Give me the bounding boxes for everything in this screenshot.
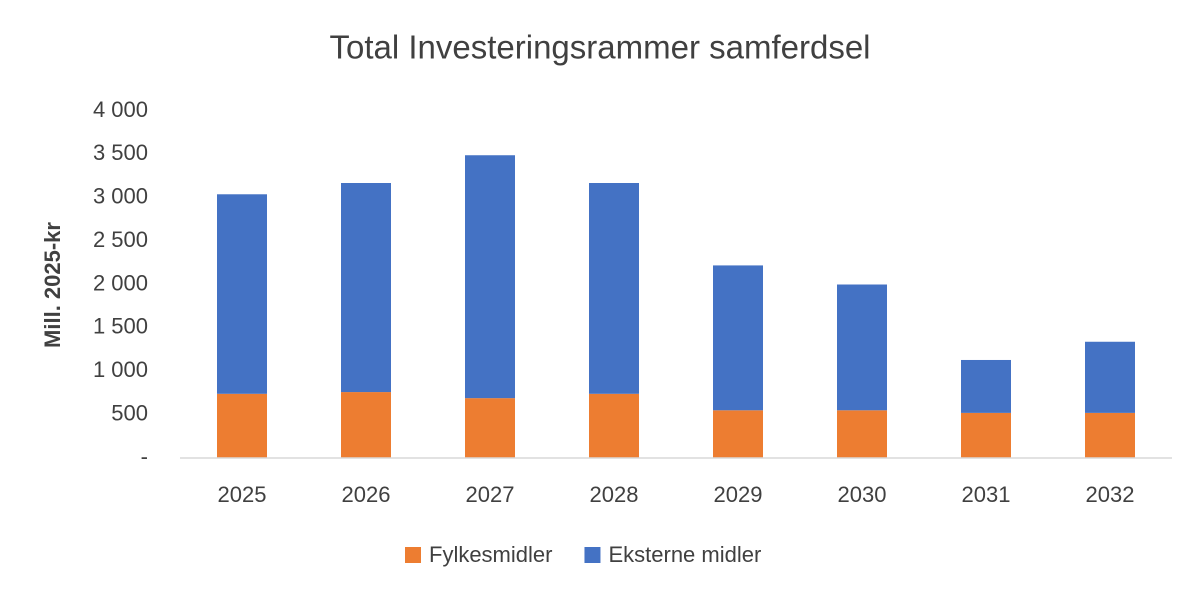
bar-segment (341, 183, 391, 393)
bar-segment (713, 265, 763, 411)
y-tick-label: 2 000 (93, 270, 148, 295)
y-axis-label: Mill. 2025-kr (40, 222, 65, 348)
chart-title: Total Investeringsrammer samferdsel (329, 29, 870, 66)
bar-segment (341, 392, 391, 458)
bar-segment (217, 393, 267, 458)
bar-segment (465, 155, 515, 399)
bar-segment (589, 393, 639, 458)
y-tick-label: 1 000 (93, 357, 148, 382)
x-tick-label: 2028 (590, 482, 639, 507)
bar-segment (465, 398, 515, 458)
legend-swatch (405, 547, 421, 563)
y-tick-label: 4 000 (93, 97, 148, 122)
y-tick-label: 3 500 (93, 140, 148, 165)
bar-segment (713, 410, 763, 458)
x-tick-label: 2027 (466, 482, 515, 507)
y-tick-label: 1 500 (93, 314, 148, 339)
legend-label: Fylkesmidler (429, 542, 552, 567)
bar-segment (837, 284, 887, 411)
x-tick-label: 2026 (342, 482, 391, 507)
x-tick-label: 2030 (838, 482, 887, 507)
bar-segment (961, 412, 1011, 458)
bar-segment (837, 410, 887, 458)
x-tick-label: 2029 (714, 482, 763, 507)
bar-segment (1085, 341, 1135, 413)
bar-segment (1085, 412, 1135, 458)
x-tick-label: 2032 (1086, 482, 1135, 507)
y-tick-label: 2 500 (93, 227, 148, 252)
legend-swatch (584, 547, 601, 563)
legend-label: Eksterne midler (608, 542, 761, 567)
y-tick-label: 3 000 (93, 184, 148, 209)
bar-segment (589, 183, 639, 394)
x-tick-label: 2031 (962, 482, 1011, 507)
y-tick-label: 500 (111, 400, 148, 425)
bar-segment (217, 194, 267, 394)
x-tick-label: 2025 (218, 482, 267, 507)
bar-segment (961, 359, 1011, 413)
y-tick-label: - (141, 444, 148, 469)
